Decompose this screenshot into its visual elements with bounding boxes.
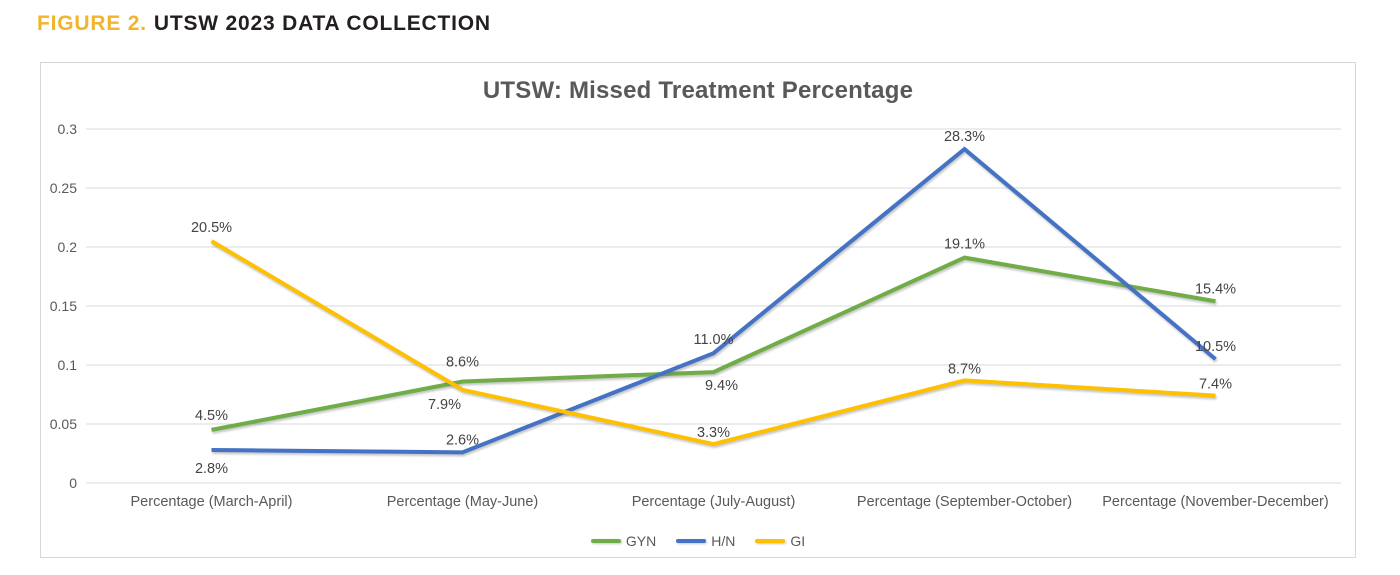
legend-item-gi: GI [755,533,805,549]
x-axis-category-label: Percentage (September-October) [857,494,1072,510]
series-line-hn [211,146,1217,455]
figure-number-label: FIGURE 2. [37,12,147,35]
legend-label: H/N [711,533,736,549]
data-point-label: 19.1% [944,237,985,253]
data-point-label: 11.0% [693,332,733,348]
data-point-label: 28.3% [944,129,985,145]
data-point-label: 3.3% [697,425,730,441]
y-axis-tick-label: 0 [69,475,77,491]
data-point-label: 2.6% [446,432,479,448]
data-point-label: 15.4% [1195,281,1236,297]
x-axis-category-label: Percentage (May-June) [387,494,539,510]
y-axis-tick-label: 0.05 [50,416,77,432]
line-chart: 0 0.05 0.1 0.15 0.2 0.25 0.3 Percentage (March-… [50,121,1341,510]
legend-line-swatch-icon [676,539,707,543]
data-point-label: 4.5% [195,408,228,424]
chart-legend: GYN H/N GI [41,533,1355,549]
legend-line-swatch-icon [755,539,786,543]
y-axis-tick-label: 0.25 [50,180,77,196]
figure-header: FIGURE 2. UTSW 2023 DATA COLLECTION [37,12,491,36]
data-point-label: 8.6% [446,355,479,371]
legend-label: GYN [625,533,657,549]
data-point-label: 20.5% [191,220,232,236]
data-point-label: 10.5% [1195,339,1236,355]
y-axis-tick-label: 0.3 [58,121,78,137]
series-line-gi [210,239,1216,447]
data-point-label: 7.4% [1199,377,1232,393]
x-axis-category-label: Percentage (July-August) [632,494,796,510]
legend-label: GI [790,533,806,549]
x-axis-category-label: Percentage (March-April) [131,494,293,510]
y-axis-tick-label: 0.2 [58,239,78,255]
y-axis-tick-label: 0.15 [50,298,77,314]
legend-item-gyn: GYN [590,533,657,549]
data-point-label: 9.4% [705,378,738,394]
y-axis-tick-label: 0.1 [58,357,78,373]
legend-line-swatch-icon [590,539,621,543]
series-line-gyn [211,255,1216,432]
figure-title-label: UTSW 2023 DATA COLLECTION [153,12,491,35]
legend-item-hn: H/N [676,533,735,549]
chart-title: UTSW: Missed Treatment Percentage [482,77,914,104]
chart-container: UTSW: Missed Treatment Percentage 0 0.05 0… [40,62,1356,558]
data-point-label: 2.8% [195,461,228,477]
x-axis-category-label: Percentage (November-December) [1102,494,1328,510]
data-point-label: 7.9% [428,397,461,413]
data-point-label: 8.7% [948,361,981,377]
